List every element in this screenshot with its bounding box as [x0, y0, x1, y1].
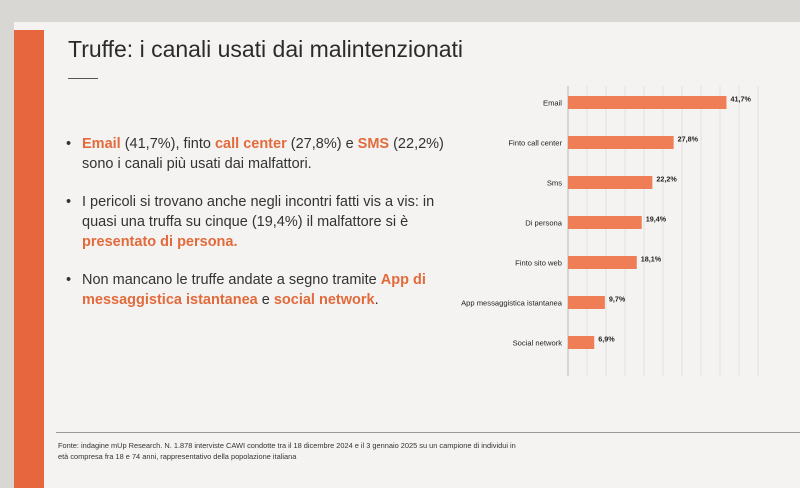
title-underline	[68, 78, 98, 79]
bullet-item: • Non mancano le truffe andate a segno tr…	[66, 270, 446, 310]
footer-divider	[56, 432, 800, 433]
value-label: 19,4%	[646, 215, 667, 224]
bar	[568, 216, 642, 229]
source-note: Fonte: indagine mUp Research. N. 1.878 i…	[58, 441, 516, 461]
category-label: Finto call center	[508, 139, 562, 148]
bullet-text: Non mancano le truffe andate a segno tra…	[82, 272, 381, 288]
bullet-text: e	[257, 292, 274, 308]
bar	[568, 96, 727, 109]
value-label: 6,9%	[598, 335, 615, 344]
highlighted-text: social network	[273, 292, 375, 308]
highlighted-text: presentato di persona.	[82, 234, 238, 250]
highlighted-text: call center	[214, 136, 287, 152]
bullet-item: • Email (41,7%), finto call center (27,8%…	[66, 134, 446, 174]
bullet-text: (22,2%) sono i canali più usati dai malf…	[82, 136, 444, 172]
category-label: Di persona	[525, 219, 562, 228]
bullet-text: (41,7%), finto	[120, 136, 215, 152]
slide-title: Truffe: i canali usati dai malintenziona…	[68, 36, 464, 62]
bar	[568, 176, 653, 189]
bar	[568, 136, 674, 149]
highlighted-text: App di messaggistica istantanea	[82, 272, 426, 308]
value-label: 27,8%	[678, 135, 699, 144]
value-label: 41,7%	[730, 95, 751, 104]
bar	[568, 336, 595, 349]
category-label: Sms	[547, 179, 562, 188]
bullet-text: I pericoli si trovano anche negli incont…	[82, 194, 435, 230]
accent-stripe	[14, 30, 44, 488]
category-label: Email	[543, 99, 562, 108]
bullet-dot: •	[66, 194, 72, 210]
bullet-item: • I pericoli si trovano anche negli incon…	[66, 192, 446, 252]
value-label: 18,1%	[641, 255, 662, 264]
bar	[568, 296, 605, 309]
bullet-dot: •	[66, 136, 72, 152]
bullet-text: (27,8%) e	[286, 136, 358, 152]
bullet-text: .	[374, 292, 379, 308]
value-label: 22,2%	[656, 175, 677, 184]
bar	[568, 256, 637, 269]
bullet-dot: •	[66, 272, 72, 288]
category-label: App messaggistica istantanea	[461, 299, 563, 308]
highlighted-text: SMS	[357, 136, 390, 152]
category-label: Finto sito web	[515, 259, 562, 268]
highlighted-text: Email	[82, 136, 121, 152]
category-label: Social network	[513, 339, 563, 348]
value-label: 9,7%	[609, 295, 626, 304]
bar-chart: Email 41,7% Finto call center 27,8% Sms 22,2%…	[461, 86, 759, 376]
bullet-list: • Email (41,7%), finto call center (27,8%…	[66, 134, 446, 328]
